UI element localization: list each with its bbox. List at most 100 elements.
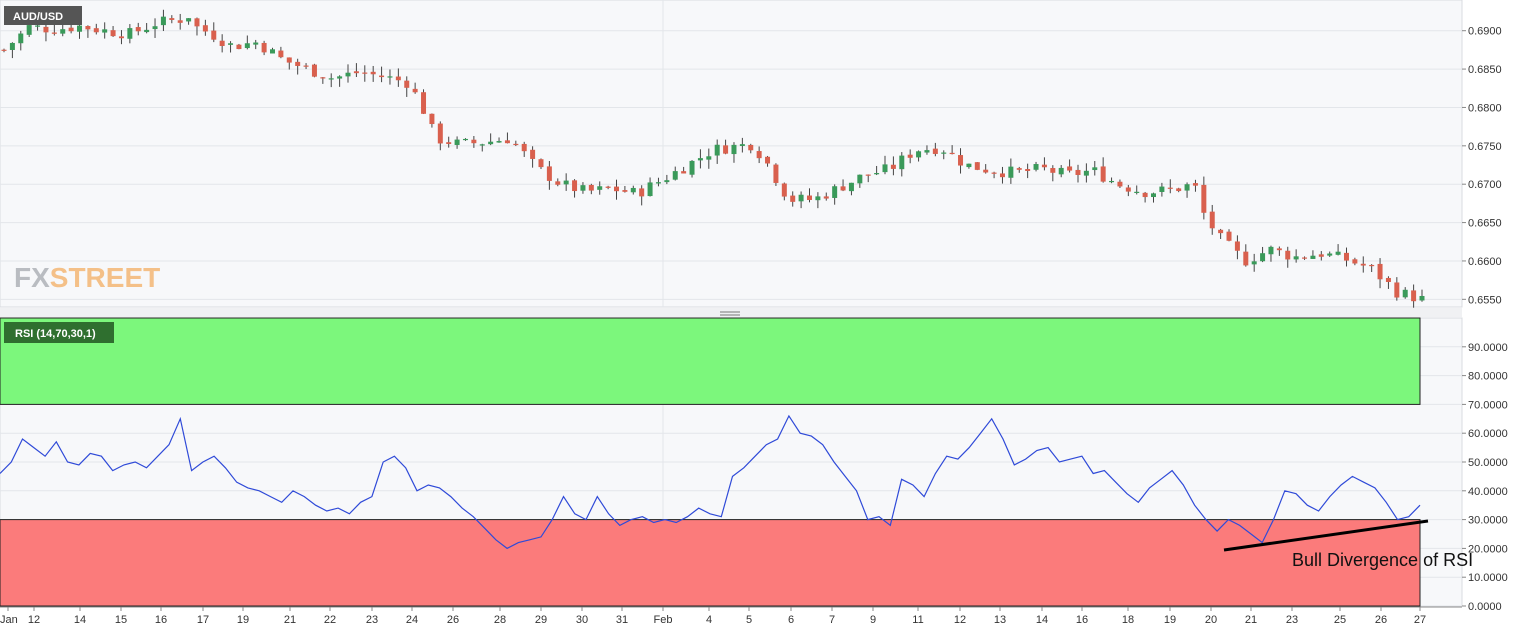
bear-candle-body bbox=[446, 142, 452, 144]
bear-candle-body bbox=[93, 28, 99, 33]
bear-candle-body bbox=[1192, 183, 1198, 186]
bull-candle-body bbox=[798, 194, 804, 202]
bull-candle-body bbox=[160, 16, 166, 26]
bear-candle-body bbox=[311, 64, 317, 77]
bull-candle-body bbox=[1159, 186, 1165, 192]
bear-candle-body bbox=[177, 20, 183, 23]
bear-candle-body bbox=[68, 27, 74, 32]
svg-text:FXSTREET: FXSTREET bbox=[14, 262, 160, 293]
bear-candle-body bbox=[202, 25, 208, 32]
rsi-y-tick-label: 30.0000 bbox=[1468, 515, 1508, 527]
bull-candle-body bbox=[1033, 164, 1039, 170]
bear-candle-body bbox=[1025, 169, 1031, 171]
bear-candle-body bbox=[437, 123, 443, 144]
divergence-trendline bbox=[1223, 519, 1429, 552]
bear-candle-body bbox=[865, 174, 871, 176]
bear-candle-body bbox=[639, 188, 645, 197]
bear-candle-body bbox=[999, 173, 1005, 178]
bear-candle-body bbox=[974, 162, 980, 170]
rsi-y-tick-label: 70.0000 bbox=[1468, 399, 1508, 411]
bull-candle-body bbox=[18, 33, 24, 44]
price-candles bbox=[1, 9, 1425, 308]
bull-candle-body bbox=[1092, 167, 1098, 171]
bear-candle-body bbox=[790, 195, 796, 202]
bull-candle-body bbox=[269, 49, 275, 54]
bull-candle-body bbox=[664, 180, 670, 183]
x-tick-label: 16 bbox=[155, 614, 167, 626]
rsi-badge[interactable]: RSI (14,70,30,1) bbox=[4, 322, 114, 343]
bull-candle-body bbox=[563, 180, 569, 185]
bear-candle-body bbox=[572, 180, 578, 192]
bear-candle-body bbox=[546, 166, 552, 181]
resize-handle-icon[interactable] bbox=[720, 311, 740, 316]
bull-candle-body bbox=[144, 29, 150, 33]
x-tick-label: 23 bbox=[1286, 614, 1298, 626]
x-tick-label: 16 bbox=[1076, 614, 1088, 626]
x-tick-label: Feb bbox=[654, 614, 673, 626]
bear-candle-body bbox=[261, 42, 267, 53]
bull-candle-body bbox=[731, 144, 737, 155]
bull-candle-body bbox=[337, 76, 343, 79]
x-tick-label: 21 bbox=[284, 614, 296, 626]
bull-candle-body bbox=[102, 29, 108, 33]
bear-candle-body bbox=[605, 186, 611, 188]
rsi-y-axis: 90.0000 80.0000 70.0000 60.0000 50.0000 40.00… bbox=[1462, 342, 1508, 613]
bull-candle-body bbox=[689, 160, 695, 175]
x-tick-label: 7 bbox=[829, 614, 835, 626]
bear-candle-body bbox=[521, 143, 527, 152]
bear-candle-body bbox=[504, 140, 510, 144]
bear-candle-body bbox=[421, 92, 427, 114]
x-tick-label: 28 bbox=[494, 614, 506, 626]
bull-candle-body bbox=[1151, 193, 1157, 198]
price-y-tick-label: 0.6650 bbox=[1468, 218, 1502, 230]
bull-candle-body bbox=[1335, 251, 1341, 255]
rsi-y-tick-label: 10.0000 bbox=[1468, 572, 1508, 584]
bull-candle-body bbox=[857, 174, 863, 184]
bear-candle-body bbox=[958, 155, 964, 166]
x-tick-label: 15 bbox=[115, 614, 127, 626]
x-tick-label: 26 bbox=[447, 614, 459, 626]
bear-candle-body bbox=[773, 164, 779, 183]
bull-candle-body bbox=[244, 43, 250, 49]
bull-candle-body bbox=[832, 186, 838, 198]
rsi-y-tick-label: 20.0000 bbox=[1468, 543, 1508, 555]
bear-candle-body bbox=[1142, 192, 1148, 198]
bear-candle-body bbox=[353, 71, 359, 74]
bear-candle-body bbox=[1369, 264, 1375, 267]
bear-candle-body bbox=[983, 169, 989, 173]
bear-candle-body bbox=[1117, 181, 1123, 187]
x-tick-label: 29 bbox=[535, 614, 547, 626]
rsi-line bbox=[0, 414, 1421, 550]
x-tick-label: 26 bbox=[1375, 614, 1387, 626]
bear-candle-body bbox=[1125, 187, 1131, 192]
x-tick-label: 31 bbox=[616, 614, 628, 626]
bull-candle-body bbox=[462, 138, 468, 141]
bull-candle-body bbox=[1419, 295, 1425, 301]
bull-candle-body bbox=[488, 141, 494, 145]
x-tick-label: 14 bbox=[74, 614, 86, 626]
logo-fx-text: FX bbox=[14, 262, 50, 293]
bear-candle-body bbox=[429, 113, 435, 125]
bear-candle-body bbox=[555, 181, 561, 185]
bear-candle-body bbox=[211, 30, 217, 40]
symbol-badge[interactable]: AUD/USD bbox=[4, 6, 82, 25]
bear-candle-body bbox=[43, 26, 49, 33]
x-tick-label: 13 bbox=[994, 614, 1006, 626]
x-tick-label: 27 bbox=[1414, 614, 1426, 626]
bull-candle-body bbox=[848, 182, 854, 192]
bull-candle-body bbox=[941, 152, 947, 154]
bear-candle-body bbox=[781, 183, 787, 197]
bull-candle-body bbox=[882, 164, 888, 173]
x-tick-label: 30 bbox=[576, 614, 588, 626]
bear-candle-body bbox=[1218, 229, 1224, 234]
bull-candle-body bbox=[345, 72, 351, 77]
bull-candle-body bbox=[1251, 261, 1257, 265]
bull-candle-body bbox=[60, 29, 66, 34]
divergence-annotation: Bull Divergence of RSI bbox=[1292, 550, 1473, 570]
rsi-y-tick-label: 50.0000 bbox=[1468, 457, 1508, 469]
rsi-y-tick-label: 90.0000 bbox=[1468, 342, 1508, 354]
bull-candle-body bbox=[1402, 289, 1408, 298]
price-gridlines bbox=[0, 0, 1462, 307]
bull-candle-body bbox=[454, 139, 460, 145]
bull-candle-body bbox=[815, 196, 821, 201]
